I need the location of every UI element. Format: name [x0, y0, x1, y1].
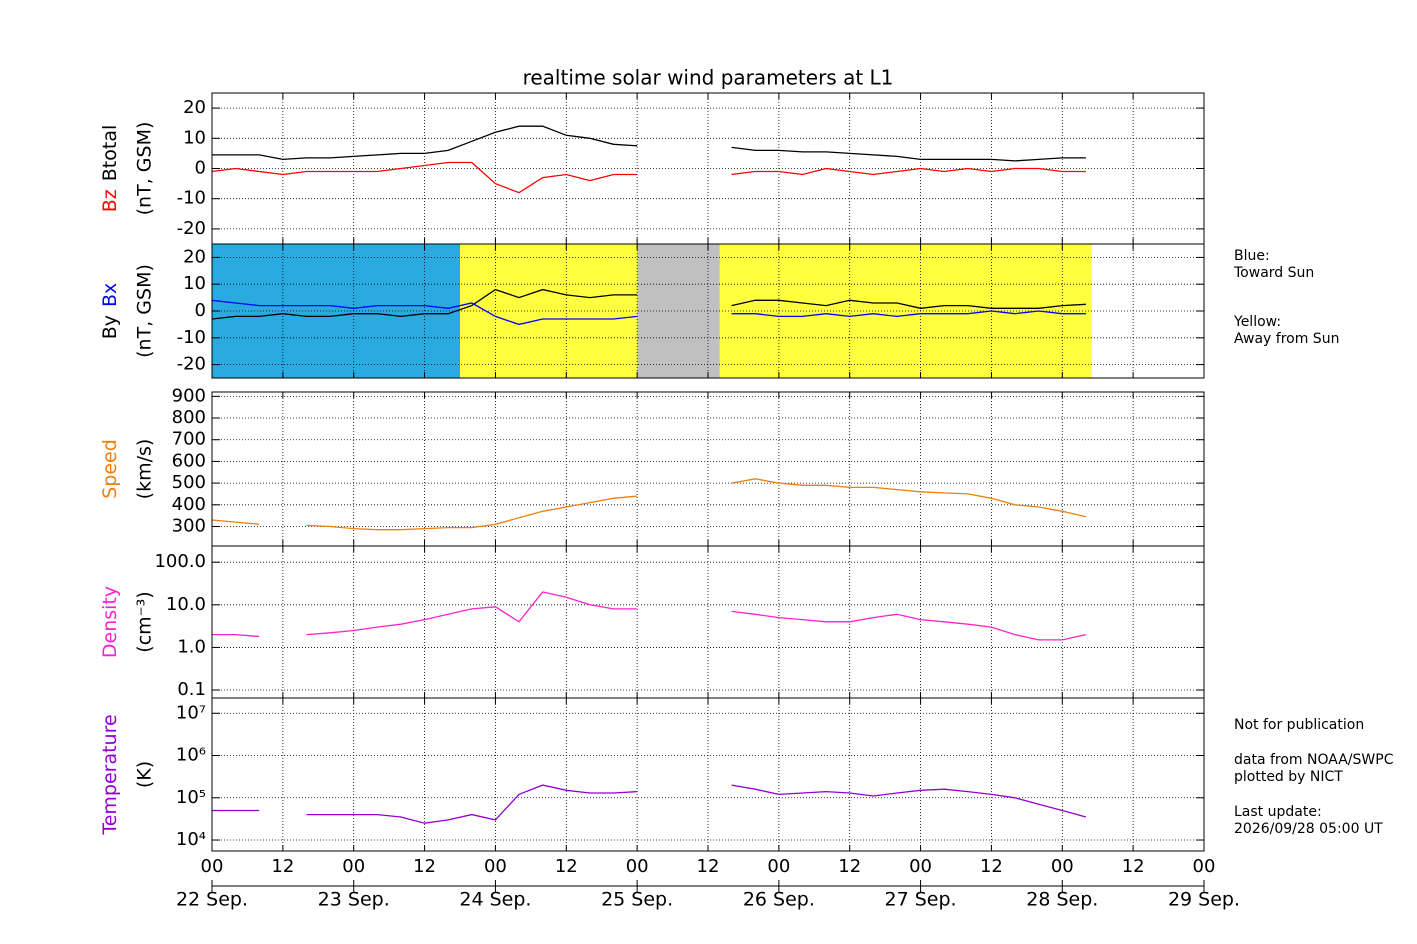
x-tick-label: 12 — [413, 856, 436, 877]
data-line — [212, 591, 1087, 641]
y-tick-label: 10⁵ — [176, 787, 206, 808]
date-label: 23 Sep. — [318, 889, 390, 911]
data-line — [211, 288, 1086, 320]
y-tick-label: 500 — [172, 472, 206, 493]
legend-entry: Density — [99, 586, 121, 658]
y-tick-label: 600 — [172, 450, 206, 471]
legend-entry: Speed — [99, 439, 121, 499]
x-tick-label: 12 — [555, 856, 578, 877]
note: Last update: — [1234, 804, 1322, 820]
y-tick-label: 0.1 — [177, 679, 206, 700]
date-label: 22 Sep. — [176, 889, 248, 911]
x-tick-label: 00 — [1051, 856, 1074, 877]
x-tick-label: 00 — [201, 856, 224, 877]
y-tick-label: 10⁶ — [176, 745, 206, 766]
x-tick-label: 12 — [271, 856, 294, 877]
y-axis-label: By Bx — [99, 283, 121, 340]
panel-frame — [211, 391, 1205, 547]
x-tick-label: 00 — [909, 856, 932, 877]
date-label: 24 Sep. — [459, 889, 531, 911]
legend-entry: Btotal — [99, 125, 121, 181]
y-axis-unit: (cm⁻³) — [134, 591, 156, 652]
note: plotted by NICT — [1234, 769, 1343, 785]
sector-label: Away from Sun — [1234, 331, 1339, 347]
y-tick-label: 900 — [172, 385, 206, 406]
y-tick-label: 10⁷ — [176, 702, 206, 723]
legend-entry: By — [99, 315, 121, 339]
panel-frame — [211, 697, 1205, 852]
data-line — [211, 161, 1086, 194]
data-line — [211, 478, 1087, 531]
y-tick-label: 0 — [195, 300, 206, 321]
y-tick-label: 10⁴ — [176, 829, 206, 850]
chart-title: realtime solar wind parameters at L1 — [523, 66, 894, 90]
y-tick-label: 10.0 — [166, 594, 206, 615]
date-label: 29 Sep. — [1168, 889, 1240, 911]
y-axis-unit: (nT, GSM) — [134, 264, 156, 358]
legend-entry: Bz — [99, 189, 121, 212]
y-tick-label: 10 — [183, 273, 206, 294]
y-tick-label: 700 — [172, 429, 206, 450]
data-line — [212, 784, 1087, 824]
y-tick-label: 0 — [195, 158, 206, 179]
x-tick-label: 00 — [1193, 856, 1216, 877]
x-tick-label: 00 — [767, 856, 790, 877]
y-tick-label: 1.0 — [177, 636, 206, 657]
data-line — [211, 299, 1086, 326]
y-axis-unit: (K) — [134, 761, 156, 788]
y-tick-label: 20 — [183, 97, 206, 118]
data-line — [212, 125, 1086, 162]
legend-entry: Temperature — [99, 714, 121, 835]
y-axis-label: Density — [99, 586, 121, 658]
date-label: 26 Sep. — [743, 889, 815, 911]
y-tick-label: -20 — [177, 218, 206, 239]
y-tick-label: 300 — [172, 515, 206, 536]
note: data from NOAA/SWPC — [1234, 752, 1394, 768]
y-tick-label: 100.0 — [154, 551, 206, 572]
x-tick-label: 12 — [1122, 856, 1145, 877]
y-tick-label: 20 — [183, 246, 206, 267]
y-axis-label: Bz Btotal — [99, 125, 121, 213]
x-tick-label: 00 — [626, 856, 649, 877]
y-axis-unit: (nT, GSM) — [134, 122, 156, 216]
y-tick-label: -10 — [177, 188, 206, 209]
y-axis-label: Speed — [99, 439, 121, 499]
y-axis-label: Temperature — [99, 714, 121, 835]
date-label: 25 Sep. — [601, 889, 673, 911]
y-tick-label: 10 — [183, 127, 206, 148]
note: 2026/09/28 05:00 UT — [1234, 821, 1383, 837]
sector-label: Yellow: — [1233, 314, 1281, 330]
date-label: 28 Sep. — [1026, 889, 1098, 911]
sector-label: Toward Sun — [1233, 265, 1314, 281]
x-tick-label: 00 — [342, 856, 365, 877]
x-tick-label: 12 — [697, 856, 720, 877]
x-tick-label: 00 — [484, 856, 507, 877]
panel-frame — [211, 243, 1205, 379]
y-tick-label: -10 — [177, 327, 206, 348]
y-tick-label: 400 — [172, 494, 206, 515]
sector-label: Blue: — [1234, 248, 1270, 264]
x-tick-label: 12 — [980, 856, 1003, 877]
y-axis-unit: (km/s) — [134, 439, 156, 500]
note: Not for publication — [1234, 717, 1364, 733]
y-tick-label: -20 — [177, 354, 206, 375]
x-tick-label: 12 — [838, 856, 861, 877]
date-label: 27 Sep. — [885, 889, 957, 911]
legend-entry: Bx — [99, 283, 121, 307]
y-tick-label: 800 — [172, 407, 206, 428]
